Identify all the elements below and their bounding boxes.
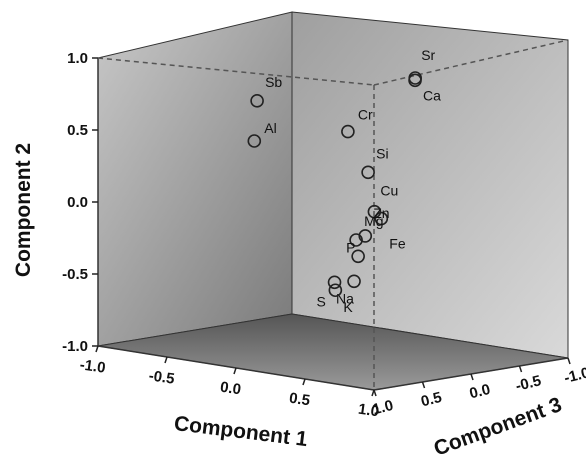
data-point-ca: Ca	[408, 73, 441, 103]
point-label: Si	[376, 145, 388, 161]
point-marker	[341, 124, 355, 139]
x-tick-label: 0.0	[219, 379, 242, 399]
point-marker	[349, 233, 363, 247]
y-tick-label: 0.5	[67, 122, 88, 139]
point-label: P	[346, 239, 355, 255]
z-tick-label: 1.0	[371, 397, 395, 419]
point-label: Cu	[380, 183, 398, 199]
point-label: Ca	[423, 87, 441, 103]
y-tick-label: -0.5	[62, 266, 88, 283]
z-axis: 1.0 0.5 0.0 -0.5 -1.0	[371, 357, 586, 419]
point-label: Cr	[358, 107, 373, 123]
z-tick-label: 0.5	[419, 389, 443, 411]
x-tick-mark	[164, 356, 168, 364]
data-point-s: S	[317, 275, 342, 309]
point-marker	[250, 94, 264, 108]
z-tick-label: 0.0	[468, 381, 492, 403]
x-axis-title: Component 1	[173, 412, 309, 451]
z-tick-mark	[470, 373, 474, 381]
point-label: Sb	[265, 74, 282, 90]
point-marker	[358, 229, 373, 243]
point-label: Mg	[364, 213, 383, 229]
point-marker	[351, 249, 365, 264]
x-tick-label: 0.5	[288, 390, 311, 410]
z-tick-label: -1.0	[562, 364, 586, 387]
point-marker	[367, 204, 382, 219]
data-point-fe: Fe	[374, 211, 406, 252]
data-point-zn: Zn	[358, 205, 390, 243]
x-tick-label: 1.0	[357, 401, 380, 421]
y-tick-label: 0.0	[67, 194, 88, 211]
point-marker	[408, 73, 422, 88]
point-label: K	[343, 299, 353, 315]
point-marker	[247, 134, 262, 148]
top-front-dashed-edge	[97, 57, 375, 86]
data-point-mg: Mg	[349, 213, 384, 247]
x-axis: -1.0 -0.5 0.0 0.5 1.0	[79, 345, 380, 421]
x-tick-mark	[95, 345, 99, 353]
point-label: Sr	[421, 47, 435, 63]
data-point-al: Al	[247, 120, 277, 148]
x-tick-mark	[302, 378, 306, 386]
z-tick-mark	[373, 389, 377, 397]
x-tick-mark	[233, 367, 237, 375]
y-tick-label: -1.0	[62, 338, 88, 355]
point-marker	[328, 283, 343, 298]
data-point-cr: Cr	[341, 107, 373, 139]
x-tick-label: -0.5	[148, 367, 176, 387]
point-marker	[361, 165, 375, 180]
point-label: Zn	[373, 205, 389, 221]
data-point-cu: Cu	[367, 183, 398, 219]
point-label: Al	[264, 120, 276, 136]
y-tick-label: 1.0	[67, 50, 88, 67]
y-axis-title: Component 2	[12, 143, 35, 277]
back-left-wall	[97, 11, 293, 347]
point-marker	[374, 211, 389, 226]
data-point-p: P	[346, 239, 365, 264]
point-label: Fe	[389, 236, 406, 252]
point-marker	[347, 274, 361, 289]
point-marker	[327, 275, 342, 290]
z-tick-mark	[421, 381, 426, 389]
z-tick-label: -0.5	[514, 372, 543, 395]
x-tick-label: -1.0	[79, 356, 107, 376]
z-tick-mark	[518, 365, 523, 373]
top-right-dashed-edge	[373, 39, 569, 86]
y-axis: 1.0 0.5 0.0 -0.5 -1.0	[62, 50, 98, 355]
data-point-k: K	[328, 283, 353, 315]
back-right-wall	[291, 11, 569, 359]
point-label: S	[317, 293, 326, 309]
z-axis-title: Component 3	[431, 393, 565, 459]
data-point-sb: Sb	[250, 74, 282, 108]
z-tick-mark	[567, 357, 571, 365]
data-point-si: Si	[361, 145, 389, 180]
